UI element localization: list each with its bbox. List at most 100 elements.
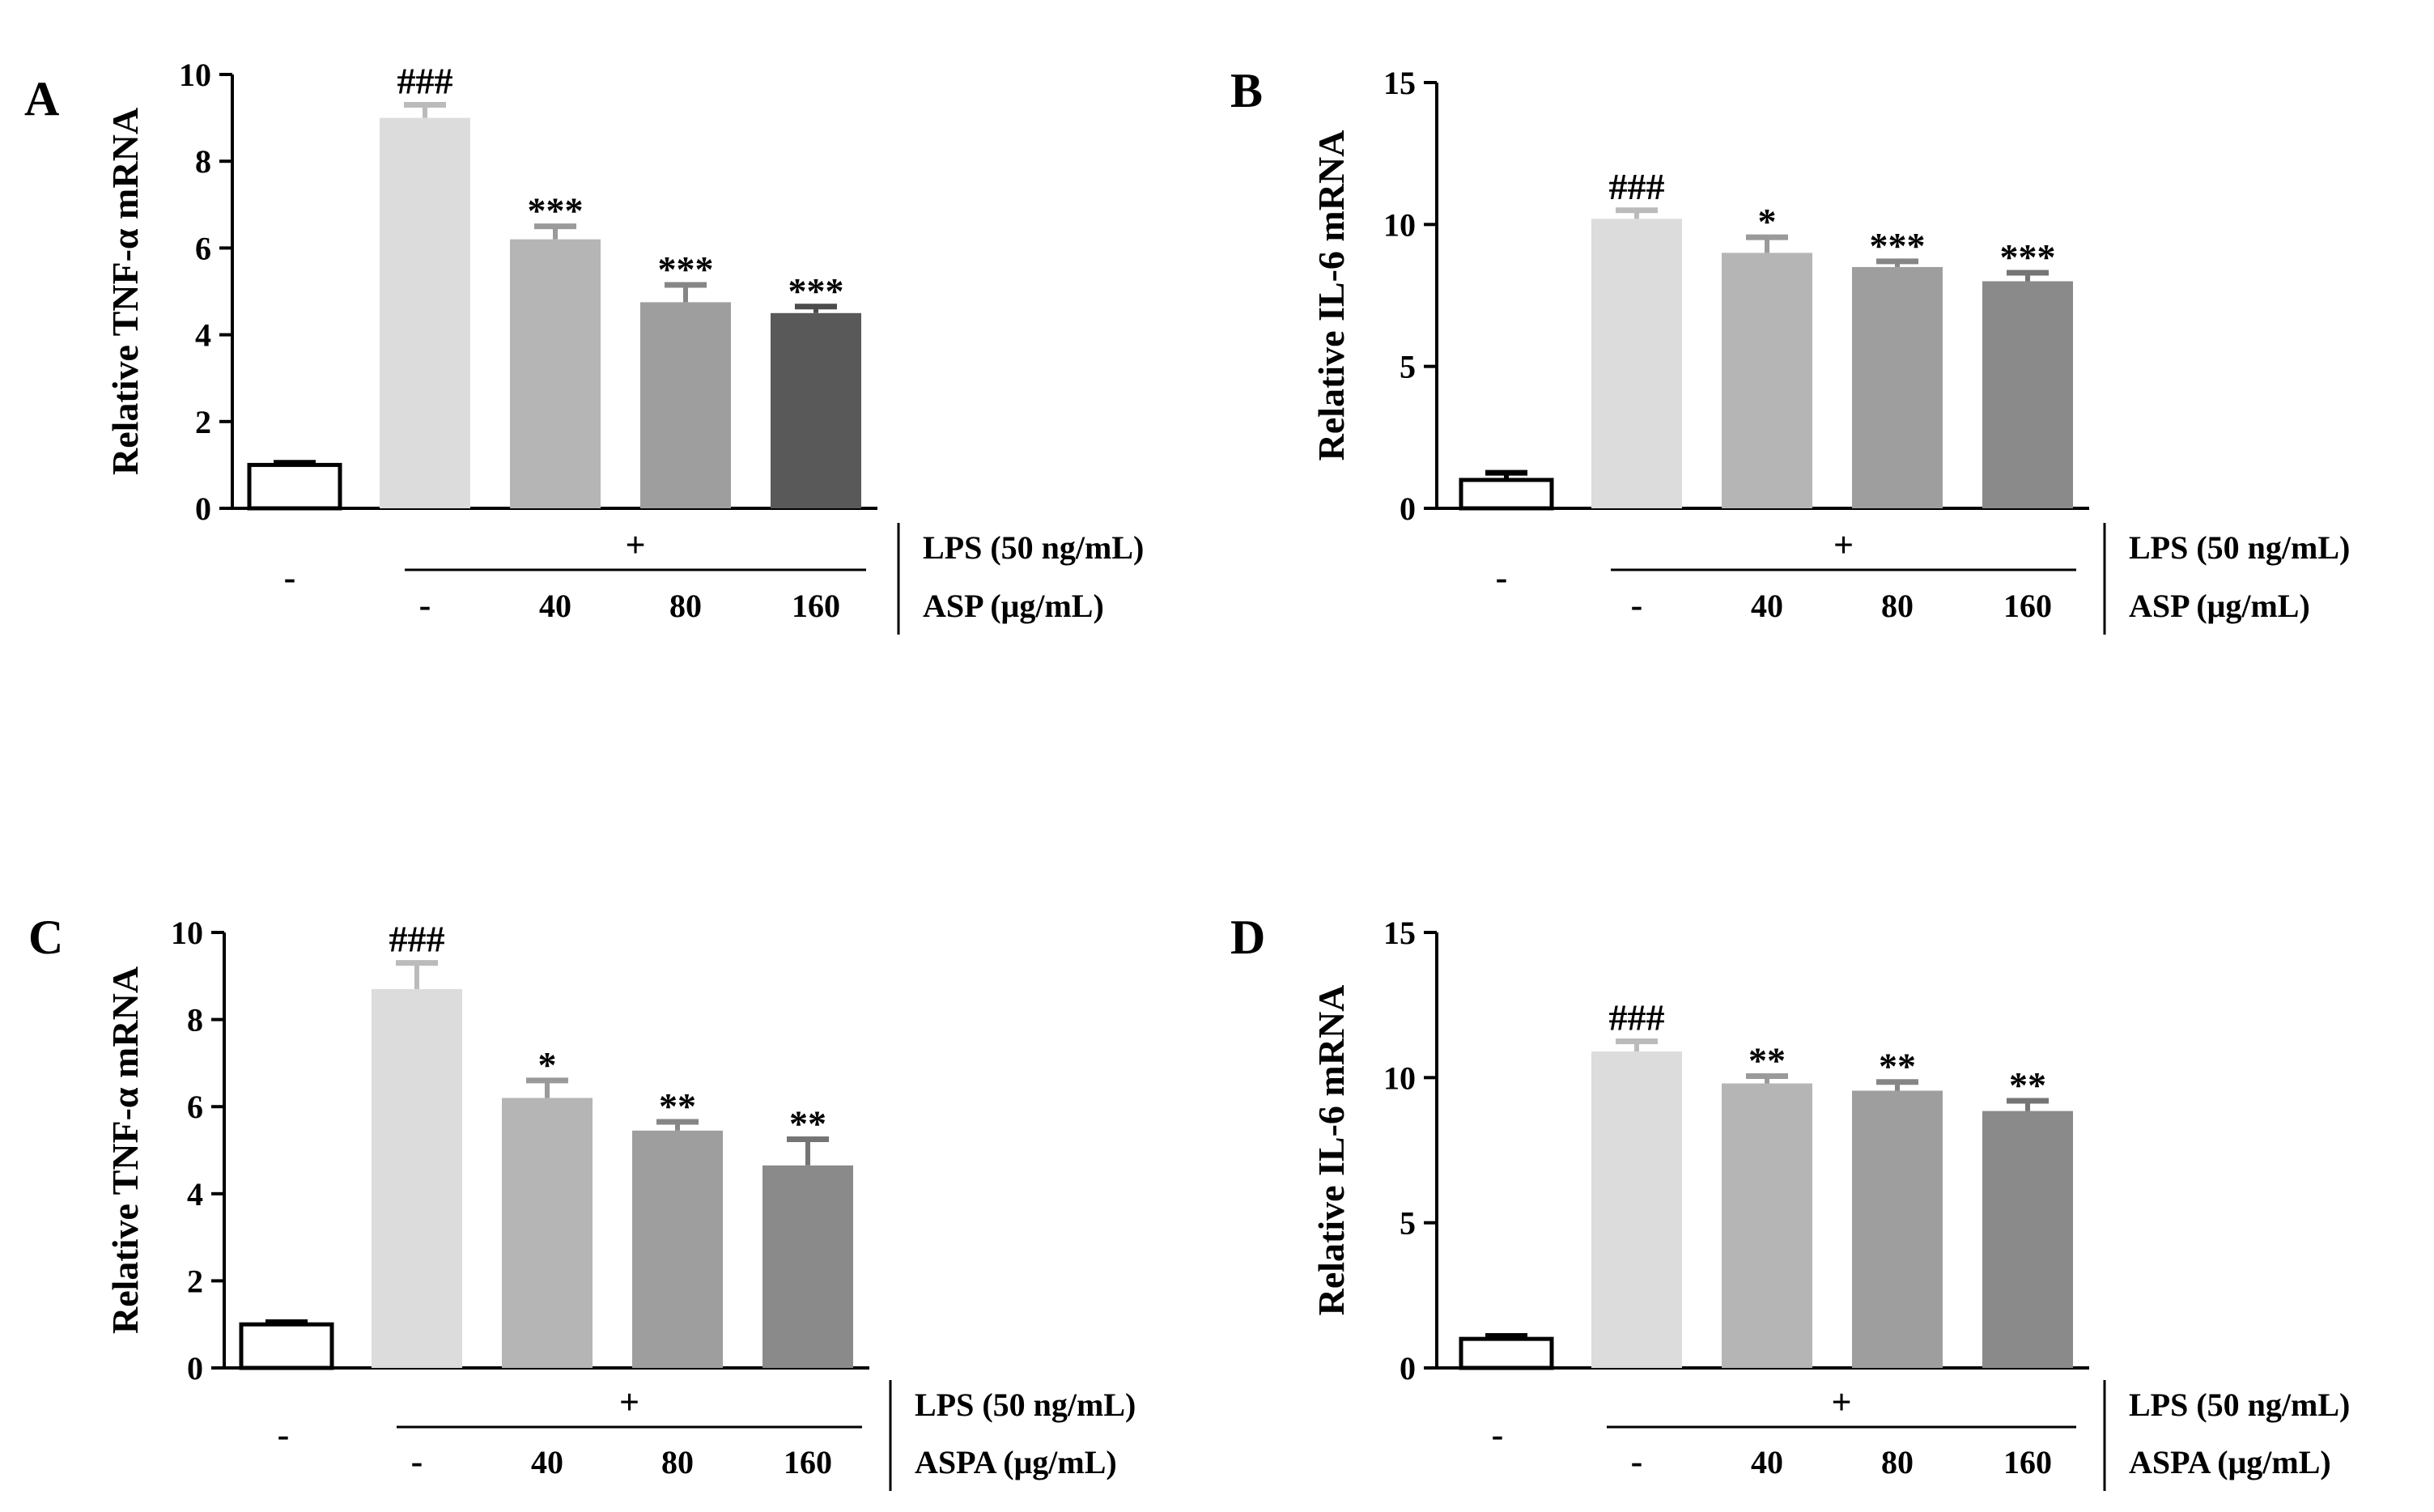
- significance-stars: ***: [528, 190, 584, 231]
- bar-lps: [372, 988, 462, 1368]
- dose-label: 80: [669, 588, 702, 624]
- significance-stars: *: [538, 1044, 557, 1085]
- dose-label: -: [419, 585, 431, 625]
- lps-row-label: LPS (50 ng/mL): [923, 529, 1144, 566]
- significance-stars: **: [1879, 1046, 1916, 1087]
- dose-label: -: [411, 1442, 423, 1481]
- y-tick-label: 8: [195, 143, 211, 180]
- control-minus-label: -: [284, 558, 296, 597]
- significance-hash: ###: [397, 61, 453, 102]
- y-tick-label: 10: [1383, 1060, 1416, 1096]
- bar-lps-asp-40: [1722, 253, 1812, 508]
- significance-stars: ***: [658, 248, 714, 290]
- y-tick-label: 4: [187, 1176, 203, 1213]
- y-tick-label: 0: [1400, 1350, 1416, 1387]
- significance-stars: ***: [788, 270, 844, 312]
- bar-lps-asp-80: [1852, 266, 1943, 508]
- y-tick-label: 10: [171, 915, 203, 951]
- dose-label: 80: [1881, 588, 1914, 624]
- bar-lps-aspa-40: [1722, 1083, 1812, 1368]
- dose-label: 80: [1881, 1444, 1914, 1480]
- dose-row-label: ASPA (μg/mL): [2129, 1444, 2331, 1480]
- dose-label: 40: [531, 1444, 563, 1480]
- dose-label: -: [1631, 585, 1643, 625]
- lps-plus-label: +: [1831, 1382, 1851, 1422]
- y-tick-label: 6: [187, 1089, 203, 1125]
- dose-label: -: [1631, 1442, 1643, 1481]
- y-tick-label: 4: [195, 317, 211, 354]
- bar-lps-aspa-160: [1982, 1111, 2073, 1368]
- dose-label: 80: [661, 1444, 694, 1480]
- dose-label: 160: [792, 588, 840, 624]
- y-axis-label: Relative IL-6 mRNA: [1310, 130, 1352, 461]
- panel-d: D 0 5 10 15 Relative IL-6 mRNA ### ** ** ** - + - 40 8…: [1230, 911, 2350, 1491]
- lps-plus-label: +: [1833, 525, 1854, 565]
- dose-label: 160: [784, 1444, 832, 1480]
- dose-label: 160: [2003, 1444, 2052, 1480]
- bar-control: [239, 1322, 334, 1370]
- bar-control: [1459, 478, 1554, 511]
- significance-stars: **: [2009, 1064, 2046, 1106]
- y-axis-label: Relative IL-6 mRNA: [1310, 985, 1352, 1316]
- panel-letter: B: [1230, 64, 1263, 117]
- dose-row-label: ASPA (μg/mL): [915, 1444, 1117, 1480]
- lps-plus-label: +: [625, 525, 645, 565]
- bar-lps-aspa-160: [762, 1165, 853, 1368]
- bar-lps-aspa-80: [1852, 1090, 1943, 1368]
- panel-letter: A: [24, 72, 59, 125]
- y-tick-label: 0: [187, 1350, 203, 1387]
- lps-row-label: LPS (50 ng/mL): [2129, 529, 2350, 566]
- dose-label: 40: [539, 588, 571, 624]
- dose-label: 40: [1751, 1444, 1783, 1480]
- dose-label: 40: [1751, 588, 1783, 624]
- panel-letter: C: [28, 911, 63, 964]
- y-axis-label: Relative TNF-α mRNA: [104, 108, 146, 475]
- y-tick-label: 0: [1400, 491, 1416, 527]
- bar-control: [1459, 1336, 1554, 1370]
- lps-row-label: LPS (50 ng/mL): [915, 1387, 1136, 1423]
- significance-hash: ###: [389, 919, 445, 960]
- bar-lps-aspa-40: [502, 1098, 593, 1368]
- bar-lps: [1591, 1051, 1682, 1368]
- y-tick-label: 0: [195, 491, 211, 527]
- significance-stars: **: [789, 1103, 826, 1145]
- y-tick-label: 15: [1383, 915, 1416, 951]
- significance-stars: **: [1748, 1040, 1786, 1081]
- y-tick-label: 5: [1400, 349, 1416, 385]
- y-axis-label: Relative TNF-α mRNA: [104, 966, 146, 1334]
- y-tick-label: 2: [195, 404, 211, 440]
- y-tick-label: 5: [1400, 1205, 1416, 1242]
- bar-lps: [380, 117, 470, 508]
- y-tick-label: 8: [187, 1002, 203, 1038]
- y-tick-label: 10: [1383, 206, 1416, 243]
- y-tick-label: 10: [179, 57, 211, 93]
- bar-lps-aspa-80: [632, 1130, 723, 1368]
- significance-stars: **: [659, 1085, 696, 1127]
- bar-lps-asp-160: [1982, 281, 2073, 508]
- bar-lps-asp-160: [771, 312, 861, 508]
- panel-a: A 0 2 4 6 8 10 Relative TNF-α mRNA ### *** *** *** -…: [24, 57, 1144, 635]
- dose-row-label: ASP (μg/mL): [2129, 588, 2310, 624]
- bar-lps-asp-40: [510, 239, 601, 508]
- y-tick-label: 2: [187, 1263, 203, 1299]
- significance-stars: ***: [2000, 236, 2056, 278]
- bar-control: [247, 462, 342, 511]
- lps-row-label: LPS (50 ng/mL): [2129, 1387, 2350, 1423]
- y-tick-label: 6: [195, 230, 211, 266]
- control-minus-label: -: [1496, 558, 1508, 597]
- control-minus-label: -: [1492, 1415, 1504, 1455]
- lps-plus-label: +: [619, 1382, 639, 1422]
- control-minus-label: -: [278, 1415, 290, 1455]
- bar-lps: [1591, 219, 1682, 508]
- dose-label: 160: [2003, 588, 2052, 624]
- y-tick-label: 15: [1383, 65, 1416, 101]
- significance-stars: ***: [1870, 225, 1926, 266]
- dose-row-label: ASP (μg/mL): [923, 588, 1104, 624]
- significance-stars: *: [1758, 201, 1777, 242]
- significance-hash: ###: [1609, 997, 1665, 1038]
- significance-hash: ###: [1609, 166, 1665, 207]
- bar-lps-asp-80: [640, 302, 731, 508]
